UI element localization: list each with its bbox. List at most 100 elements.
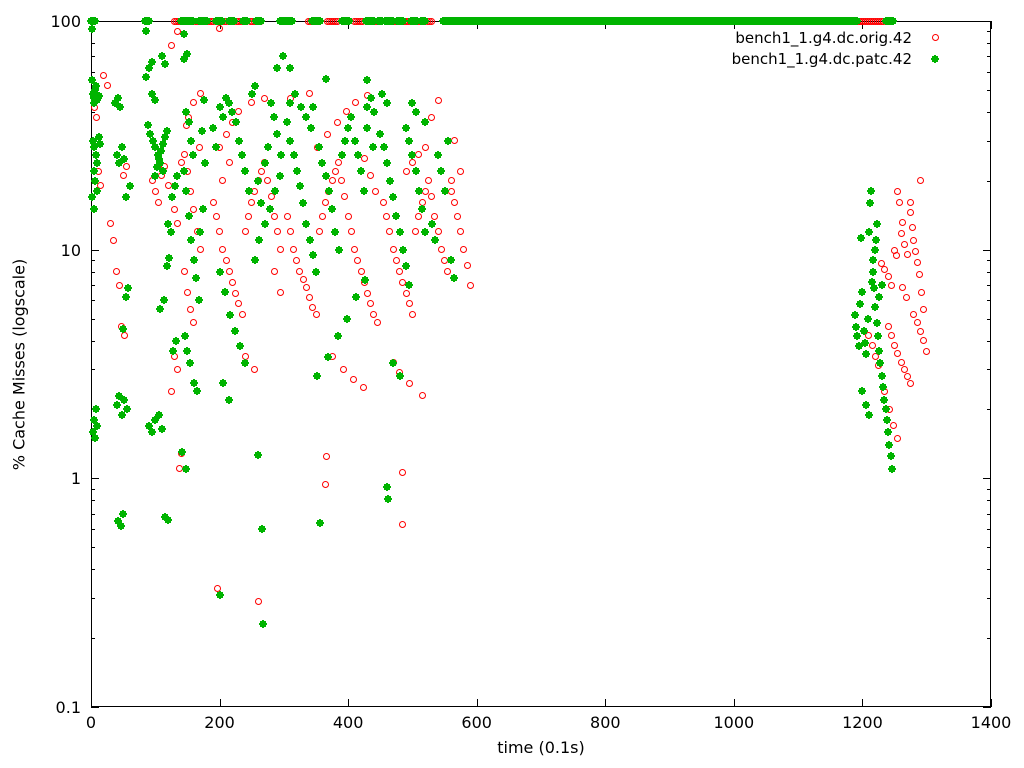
data-point-green: [250, 81, 259, 90]
data-point-green: [430, 236, 439, 245]
data-point-green: [886, 452, 895, 461]
data-point-red: [415, 212, 423, 220]
data-point-green: [324, 187, 333, 196]
data-point-red: [402, 167, 410, 175]
data-point-red: [92, 113, 100, 121]
data-point-green: [411, 107, 420, 116]
data-point-green: [225, 396, 234, 405]
data-point-green: [858, 288, 867, 297]
data-point-red: [177, 159, 185, 167]
legend-marker-filled-square-icon: [930, 54, 940, 64]
data-point-green: [873, 331, 882, 340]
data-point-red: [228, 278, 236, 286]
data-point-red: [103, 82, 111, 90]
y-minor-tick-right: [987, 140, 991, 142]
data-point-green: [94, 133, 103, 142]
data-point-green: [382, 158, 391, 167]
data-point-green: [181, 464, 190, 473]
y-axis-label: % Cache Misses (logscale): [9, 258, 29, 471]
data-point-red: [312, 311, 320, 319]
x-tick-label: 200: [204, 713, 235, 732]
legend: bench1_1.g4.dc.orig.42 bench1_1.g4.dc.pa…: [732, 27, 940, 69]
data-point-green: [183, 347, 192, 356]
x-tick-label: 600: [461, 713, 492, 732]
y-minor-tick-right: [987, 318, 991, 320]
data-point-green: [189, 256, 198, 265]
data-point-green: [92, 421, 101, 430]
data-point-green: [157, 52, 166, 61]
data-point-red: [248, 199, 256, 207]
data-point-green: [112, 150, 121, 159]
data-point-green: [855, 299, 864, 308]
data-point-red: [148, 177, 156, 185]
data-point-red: [361, 155, 369, 163]
data-point-green: [859, 327, 868, 336]
data-point-red: [122, 163, 130, 171]
data-point-green: [889, 17, 898, 25]
data-point-red: [418, 392, 426, 400]
data-point-green: [93, 187, 102, 196]
x-major-tick-top: [348, 21, 350, 29]
data-point-red: [357, 268, 365, 276]
data-point-red: [195, 143, 203, 151]
data-point-green: [376, 130, 385, 139]
data-point-green: [230, 17, 239, 25]
data-point-green: [170, 181, 179, 190]
data-point-green: [142, 27, 151, 36]
data-point-red: [290, 246, 297, 254]
data-point-red: [380, 199, 387, 207]
data-point-green: [389, 192, 398, 201]
data-point-red: [901, 241, 909, 249]
data-point-red: [887, 332, 895, 340]
data-point-green: [144, 64, 153, 73]
y-minor-tick-right: [987, 271, 991, 273]
data-point-green: [412, 17, 421, 25]
data-point-red: [893, 434, 901, 442]
data-point-red: [216, 24, 224, 32]
data-point-green: [868, 267, 877, 276]
data-point-red: [463, 262, 471, 270]
data-point-green: [183, 49, 192, 58]
data-point-red: [190, 319, 198, 327]
data-point-green: [257, 198, 266, 207]
data-point-red: [187, 305, 195, 313]
data-point-green: [853, 17, 862, 25]
data-point-green: [182, 187, 191, 196]
data-point-green: [363, 103, 372, 112]
y-minor-tick-right: [987, 369, 991, 371]
data-point-green: [88, 76, 97, 85]
data-point-red: [898, 284, 906, 292]
data-point-green: [340, 136, 349, 145]
data-point-green: [273, 64, 282, 73]
y-minor-tick: [91, 547, 95, 549]
data-point-red: [334, 118, 342, 126]
data-point-green: [861, 400, 870, 409]
data-point-green: [270, 113, 279, 122]
data-point-green: [160, 59, 169, 68]
data-point-green: [852, 322, 860, 331]
y-minor-tick-right: [987, 300, 991, 302]
y-tick-label: 1: [70, 469, 81, 489]
data-point-red: [238, 311, 246, 319]
data-point-red: [174, 220, 182, 228]
data-point-green: [154, 410, 163, 419]
y-major-tick: [91, 249, 99, 251]
data-point-red: [918, 288, 926, 296]
data-point-green: [114, 517, 122, 526]
data-point-green: [188, 150, 197, 159]
y-minor-tick-right: [987, 43, 991, 45]
data-point-green: [144, 17, 153, 25]
y-major-tick-right: [983, 249, 991, 251]
data-point-green: [440, 187, 449, 196]
y-minor-tick: [91, 369, 95, 371]
data-point-red: [299, 276, 307, 284]
data-point-red: [897, 229, 905, 237]
data-point-green: [156, 305, 165, 314]
data-point-red: [255, 597, 263, 605]
data-point-green: [115, 103, 124, 112]
data-point-red: [902, 293, 910, 301]
data-point-red: [120, 332, 128, 340]
data-point-green: [92, 81, 101, 90]
data-point-green: [150, 96, 159, 105]
data-point-green: [871, 236, 880, 245]
